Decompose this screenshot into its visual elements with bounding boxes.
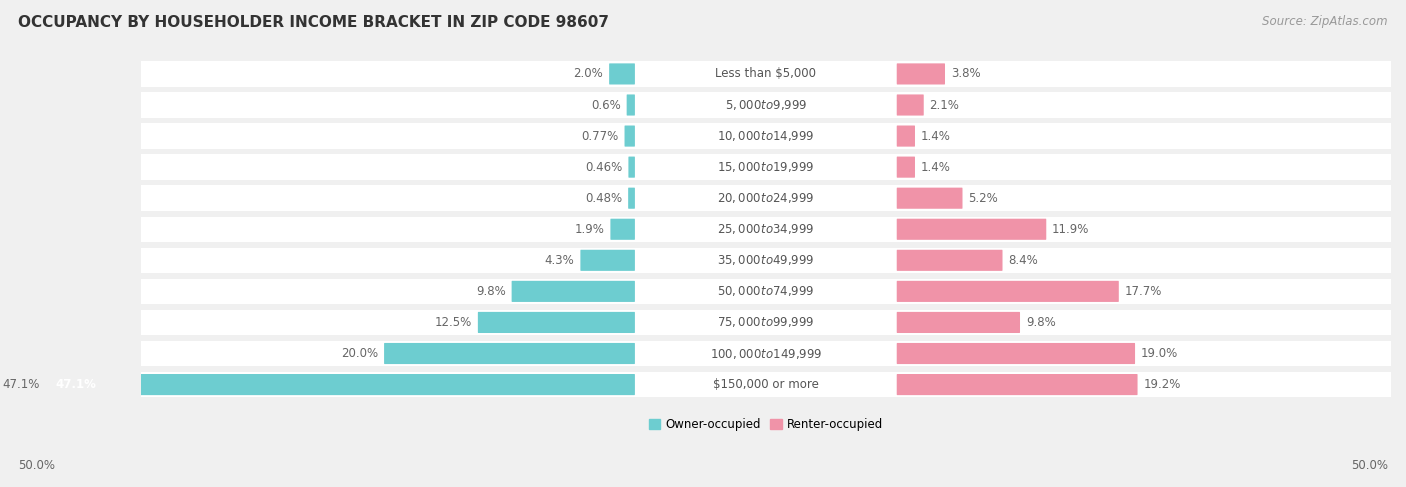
- FancyBboxPatch shape: [897, 374, 1137, 395]
- Text: Less than $5,000: Less than $5,000: [716, 67, 817, 80]
- Text: 19.2%: 19.2%: [1143, 378, 1181, 391]
- FancyBboxPatch shape: [141, 61, 1391, 87]
- Text: 19.0%: 19.0%: [1140, 347, 1178, 360]
- FancyBboxPatch shape: [897, 94, 924, 115]
- Text: 4.3%: 4.3%: [544, 254, 575, 267]
- Text: 47.1%: 47.1%: [56, 378, 97, 391]
- FancyBboxPatch shape: [628, 156, 636, 178]
- FancyBboxPatch shape: [897, 281, 1119, 302]
- Text: 9.8%: 9.8%: [477, 285, 506, 298]
- FancyBboxPatch shape: [627, 94, 636, 115]
- Text: 0.77%: 0.77%: [582, 130, 619, 143]
- Text: 9.8%: 9.8%: [1026, 316, 1056, 329]
- Text: $75,000 to $99,999: $75,000 to $99,999: [717, 316, 814, 329]
- FancyBboxPatch shape: [897, 219, 1046, 240]
- Text: 11.9%: 11.9%: [1052, 223, 1090, 236]
- FancyBboxPatch shape: [141, 279, 1391, 304]
- FancyBboxPatch shape: [897, 63, 945, 85]
- Text: $50,000 to $74,999: $50,000 to $74,999: [717, 284, 814, 299]
- Text: 1.4%: 1.4%: [921, 130, 950, 143]
- Text: $35,000 to $49,999: $35,000 to $49,999: [717, 253, 814, 267]
- Text: 0.6%: 0.6%: [591, 98, 621, 112]
- FancyBboxPatch shape: [384, 343, 636, 364]
- FancyBboxPatch shape: [581, 250, 636, 271]
- FancyBboxPatch shape: [141, 123, 1391, 149]
- FancyBboxPatch shape: [897, 156, 915, 178]
- Text: 0.48%: 0.48%: [585, 192, 623, 205]
- Legend: Owner-occupied, Renter-occupied: Owner-occupied, Renter-occupied: [644, 413, 887, 436]
- FancyBboxPatch shape: [141, 247, 1391, 273]
- Text: $150,000 or more: $150,000 or more: [713, 378, 818, 391]
- FancyBboxPatch shape: [897, 250, 1002, 271]
- Text: $5,000 to $9,999: $5,000 to $9,999: [724, 98, 807, 112]
- Text: $15,000 to $19,999: $15,000 to $19,999: [717, 160, 814, 174]
- Text: 12.5%: 12.5%: [434, 316, 472, 329]
- FancyBboxPatch shape: [478, 312, 636, 333]
- Text: Source: ZipAtlas.com: Source: ZipAtlas.com: [1263, 15, 1388, 28]
- Text: 8.4%: 8.4%: [1008, 254, 1038, 267]
- Text: $20,000 to $24,999: $20,000 to $24,999: [717, 191, 814, 205]
- FancyBboxPatch shape: [141, 372, 1391, 397]
- Text: 3.8%: 3.8%: [950, 67, 980, 80]
- FancyBboxPatch shape: [897, 312, 1019, 333]
- Text: $25,000 to $34,999: $25,000 to $34,999: [717, 222, 814, 236]
- FancyBboxPatch shape: [628, 187, 636, 209]
- FancyBboxPatch shape: [141, 217, 1391, 242]
- Text: 5.2%: 5.2%: [969, 192, 998, 205]
- Text: 1.4%: 1.4%: [921, 161, 950, 174]
- Text: 0.46%: 0.46%: [585, 161, 623, 174]
- FancyBboxPatch shape: [897, 343, 1135, 364]
- Text: 50.0%: 50.0%: [18, 459, 55, 472]
- FancyBboxPatch shape: [624, 126, 636, 147]
- Text: 17.7%: 17.7%: [1125, 285, 1161, 298]
- Text: 20.0%: 20.0%: [342, 347, 378, 360]
- Text: $100,000 to $149,999: $100,000 to $149,999: [710, 347, 823, 360]
- Text: 2.0%: 2.0%: [574, 67, 603, 80]
- FancyBboxPatch shape: [141, 310, 1391, 335]
- FancyBboxPatch shape: [897, 126, 915, 147]
- FancyBboxPatch shape: [897, 187, 963, 209]
- FancyBboxPatch shape: [141, 92, 1391, 118]
- FancyBboxPatch shape: [141, 186, 1391, 211]
- FancyBboxPatch shape: [45, 374, 636, 395]
- FancyBboxPatch shape: [609, 63, 636, 85]
- Text: 47.1%: 47.1%: [1, 378, 39, 391]
- FancyBboxPatch shape: [141, 154, 1391, 180]
- Text: 1.9%: 1.9%: [575, 223, 605, 236]
- Text: $10,000 to $14,999: $10,000 to $14,999: [717, 129, 814, 143]
- Text: 2.1%: 2.1%: [929, 98, 959, 112]
- Text: OCCUPANCY BY HOUSEHOLDER INCOME BRACKET IN ZIP CODE 98607: OCCUPANCY BY HOUSEHOLDER INCOME BRACKET …: [18, 15, 609, 30]
- FancyBboxPatch shape: [610, 219, 636, 240]
- FancyBboxPatch shape: [512, 281, 636, 302]
- FancyBboxPatch shape: [141, 341, 1391, 366]
- Text: 50.0%: 50.0%: [1351, 459, 1388, 472]
